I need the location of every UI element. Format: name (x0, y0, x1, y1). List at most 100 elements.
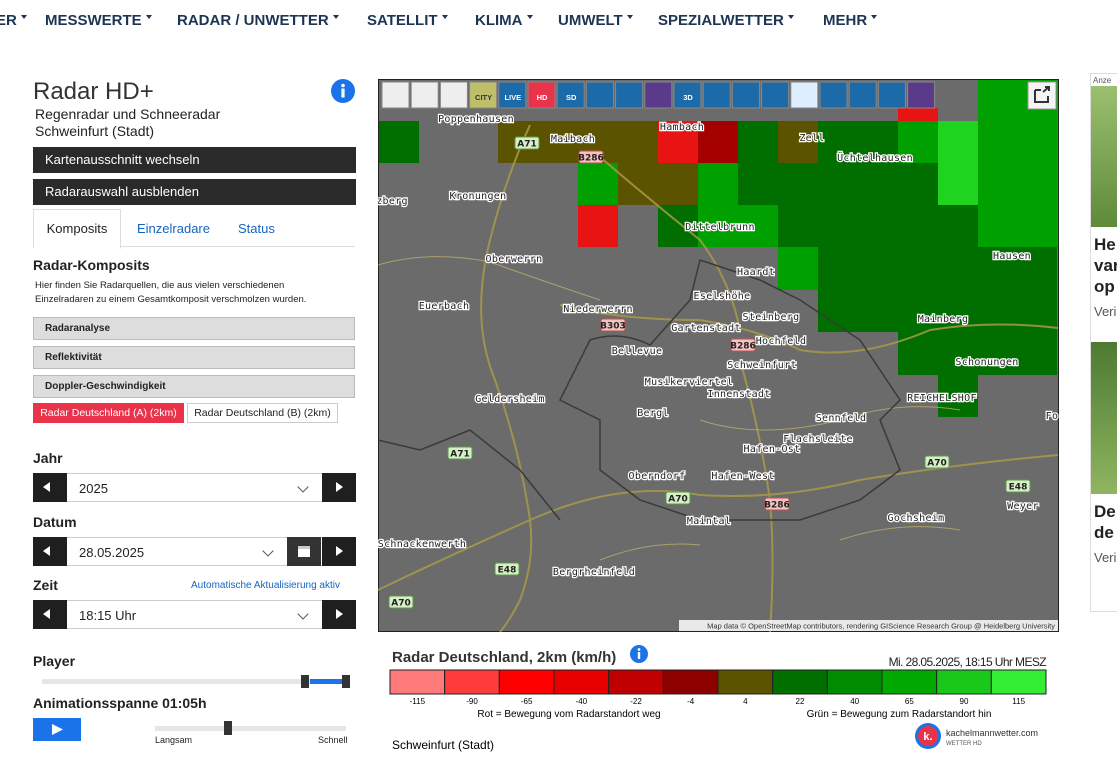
legend-swatch (499, 670, 554, 694)
slider-range (310, 679, 346, 684)
place-label: Bellevue (612, 346, 663, 357)
nav-item[interactable]: MEHR (823, 12, 877, 29)
play-button[interactable] (33, 718, 81, 741)
radar-option[interactable]: Radar Deutschland (B) (2km) (187, 403, 338, 423)
button[interactable]: Kartenausschnitt wechseln (33, 147, 356, 173)
radar-cell (578, 205, 618, 247)
legend-swatch (773, 670, 828, 694)
ad-image (1091, 342, 1117, 494)
field-label: Jahr (33, 450, 63, 466)
tool-label: LIVE (504, 93, 521, 102)
speed-handle[interactable] (224, 721, 232, 735)
nav-item[interactable]: ER (0, 12, 27, 29)
tab[interactable]: Komposits (33, 209, 121, 249)
place-label: Schweinfurt (727, 360, 797, 371)
radar-cell (898, 332, 1057, 375)
place-label: Geldersheim (475, 394, 545, 405)
ad-headline: Hevarop (1094, 234, 1117, 297)
radar-cell (898, 108, 938, 121)
map-tool[interactable] (849, 82, 876, 108)
map-tool[interactable] (762, 82, 789, 108)
fast-label: Schnell (318, 735, 348, 745)
legend-value: -4 (687, 697, 695, 706)
tool-label: CITY (475, 93, 492, 102)
nav-item[interactable]: RADAR / UNWETTER (177, 12, 339, 29)
place-label: Innenstadt (707, 389, 770, 400)
year-select[interactable]: 2025 (33, 473, 356, 502)
green-caption: Grün = Bewegung zum Radarstandort hin (807, 709, 992, 720)
nav-item[interactable]: KLIMA (475, 12, 533, 29)
ad-source: Veri (1094, 304, 1116, 319)
nav-item[interactable]: MESSWERTE (45, 12, 152, 29)
road-label: E48 (498, 566, 517, 576)
ad-source: Veri (1094, 550, 1116, 565)
map-tool[interactable] (791, 82, 818, 108)
legend-swatch (937, 670, 992, 694)
tool-label: 3D (683, 93, 693, 102)
timestamp: Mi. 28.05.2025, 18:15 Uhr MESZ (889, 655, 1047, 669)
tab[interactable]: Status (238, 221, 275, 236)
map-tool[interactable] (440, 82, 467, 108)
section-title: Radar-Komposits (33, 257, 150, 273)
map-tool[interactable] (878, 82, 905, 108)
radar-cell (938, 121, 978, 163)
radar-cell (738, 163, 938, 205)
info-icon[interactable] (331, 79, 355, 103)
composite-option[interactable]: Reflektivität (33, 346, 355, 369)
slider-handle[interactable] (342, 675, 350, 688)
slider-handle[interactable] (301, 675, 309, 688)
radar-cell (778, 247, 818, 290)
tab[interactable]: Einzelradare (137, 221, 210, 236)
place-label: Gartenstadt (671, 323, 741, 334)
location: Schweinfurt (Stadt) (35, 123, 154, 139)
radar-option-active[interactable]: Radar Deutschland (A) (2km) (33, 403, 184, 423)
map-tool[interactable] (908, 82, 935, 108)
date-select[interactable]: 28.05.2025 (33, 537, 356, 566)
radar-cell (778, 205, 978, 247)
radar-cell (578, 163, 618, 205)
place-label: Musikerviertel (645, 377, 734, 388)
place-label: Mainberg (918, 314, 969, 325)
map-tool[interactable] (703, 82, 730, 108)
map-tool[interactable] (382, 82, 409, 108)
field-label: Player (33, 653, 75, 669)
radar-map[interactable]: CITYLIVEHDSD3D PoppenhausenMaibachHambac… (378, 79, 1059, 632)
time-select[interactable]: 18:15 Uhr (33, 600, 356, 629)
field-label: Datum (33, 514, 77, 530)
place-label: Dittelbrunn (685, 222, 755, 233)
road-label: A70 (391, 599, 411, 609)
radar-cell (978, 121, 1057, 163)
speed-track (155, 726, 346, 731)
place-label: Hafen-Ost (744, 444, 801, 455)
place-label: Hafen-West (711, 471, 774, 482)
radar-cell (738, 121, 778, 163)
legend-swatch (609, 670, 664, 694)
place-label: Schonungen (955, 357, 1018, 368)
map-tool[interactable] (732, 82, 759, 108)
nav-item[interactable]: UMWELT (558, 12, 633, 29)
map-tool[interactable] (645, 82, 672, 108)
radar-cell (978, 205, 1057, 247)
place-label: Kronungen (450, 191, 507, 202)
map-tool[interactable] (616, 82, 643, 108)
place-label: Maintal (687, 516, 731, 527)
legend-swatch (445, 670, 500, 694)
auto-update[interactable]: Automatische Aktualisierung aktiv (191, 580, 340, 591)
legend-title: Radar Deutschland, 2km (km/h) (392, 649, 616, 666)
map-tool[interactable] (586, 82, 613, 108)
place-label: Euerbach (419, 301, 470, 312)
map-tool[interactable] (820, 82, 847, 108)
legend-value: 4 (743, 697, 748, 706)
place-label: zberg (378, 196, 408, 207)
place-label: Hochfeld (756, 336, 807, 347)
button[interactable]: Radarauswahl ausblenden (33, 179, 356, 205)
map-tool[interactable] (411, 82, 438, 108)
nav-item[interactable]: SATELLIT (367, 12, 448, 29)
composite-option[interactable]: Radaranalyse (33, 317, 355, 340)
road-label: B286 (764, 501, 790, 511)
nav-item[interactable]: SPEZIALWETTER (658, 12, 794, 29)
ad[interactable]: Anze Hevarop Veri Dede Veri (1090, 73, 1117, 612)
subtitle: Regenradar und Schneeradar (35, 106, 220, 122)
composite-option[interactable]: Doppler-Geschwindigkeit (33, 375, 355, 398)
